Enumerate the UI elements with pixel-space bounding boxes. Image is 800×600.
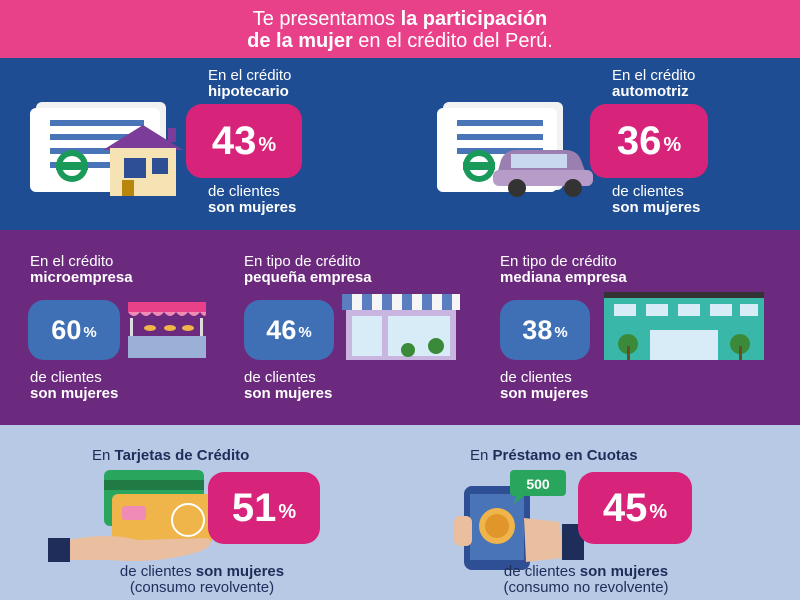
label-automotriz: En el crédito automotriz: [612, 67, 696, 100]
office-building-icon: [604, 292, 764, 360]
percent-box-pequena-empresa: 46%: [244, 300, 334, 360]
percent-value-microempresa: 60: [51, 314, 82, 345]
header-line-1: Te presentamos la participación: [252, 8, 548, 30]
percent-box-microempresa: 60%: [28, 300, 120, 360]
women-label-automotriz: de clientes son mujeres: [612, 183, 701, 216]
percent-value-tarjetas: 51: [231, 485, 277, 530]
women-label-tarjetas: de clientes son mujeres (consumo revolve…: [119, 563, 285, 596]
label-hipotecario: En el crédito hipotecario: [208, 67, 292, 100]
phone-money-icon: 500: [454, 470, 584, 570]
label-microempresa: En el crédito microempresa: [30, 253, 133, 286]
women-label-hipotecario: de clientes son mujeres: [208, 183, 297, 216]
credit-cards-hand-icon: [48, 470, 212, 562]
percent-box-tarjetas: 51%: [208, 472, 320, 544]
percent-value-mediana-empresa: 38: [522, 314, 553, 345]
percent-box-cuotas: 45%: [578, 472, 692, 544]
percent-value-cuotas: 45: [602, 485, 648, 530]
women-label-microempresa: de clientes son mujeres: [30, 369, 119, 402]
percent-box-hipotecario: 43%: [186, 104, 302, 178]
label-pequena-empresa: En tipo de crédito pequeña empresa: [244, 253, 372, 286]
shop-icon: [342, 294, 460, 360]
percent-value-hipotecario: 43: [211, 118, 257, 163]
page-header: Te presentamos la participación de la mu…: [0, 0, 800, 58]
women-label-pequena-empresa: de clientes son mujeres: [244, 369, 333, 402]
percent-box-automotriz: 36%: [590, 104, 708, 178]
bubble-text: 500: [526, 476, 550, 492]
header-line-2: de la mujer en el crédito del Perú.: [247, 30, 553, 52]
label-tarjetas: En Tarjetas de Crédito: [92, 447, 250, 464]
house-document-icon: [30, 102, 183, 196]
label-cuotas: En Préstamo en Cuotas: [470, 447, 638, 464]
women-label-cuotas: de clientes son mujeres (consumo no revo…: [503, 563, 669, 596]
women-label-mediana-empresa: de clientes son mujeres: [500, 369, 589, 402]
percent-value-automotriz: 36: [616, 118, 662, 163]
percent-box-mediana-empresa: 38%: [500, 300, 590, 360]
label-mediana-empresa: En tipo de crédito mediana empresa: [500, 253, 627, 286]
car-document-icon: [437, 102, 593, 197]
market-stall-icon: [128, 302, 206, 358]
percent-value-pequena-empresa: 46: [266, 314, 297, 345]
